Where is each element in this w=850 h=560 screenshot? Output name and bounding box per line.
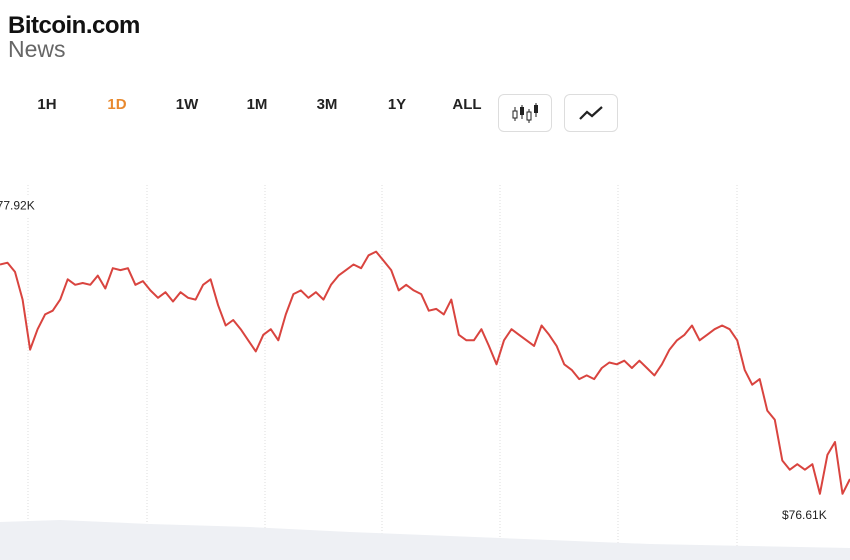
price-tag-bg	[778, 505, 840, 526]
brand-subtitle: News	[8, 36, 66, 62]
range-button[interactable]: 1Y	[387, 96, 407, 113]
line-icon	[579, 106, 603, 120]
candlestick-button[interactable]	[498, 94, 552, 132]
price-tag-bg	[0, 196, 48, 217]
range-button[interactable]: ALL	[452, 96, 482, 113]
range-button[interactable]: 3M	[316, 96, 338, 113]
range-button[interactable]: 1M	[246, 96, 268, 113]
brand: Bitcoin.com	[8, 12, 140, 39]
range-button[interactable]: 1D	[107, 96, 127, 113]
line-button[interactable]	[564, 94, 618, 132]
range-button[interactable]: 1H	[37, 96, 57, 113]
price-tag: $77.92K	[0, 199, 35, 213]
range-button[interactable]: 1W	[175, 96, 199, 113]
candlestick-icon	[512, 103, 538, 123]
range-buttons: 1H 1D 1W 1M 3M 1Y ALL	[12, 96, 502, 113]
price-line	[0, 250, 850, 495]
grid	[27, 185, 738, 560]
volume	[0, 520, 850, 560]
price-tag: $76.61K	[782, 508, 827, 522]
